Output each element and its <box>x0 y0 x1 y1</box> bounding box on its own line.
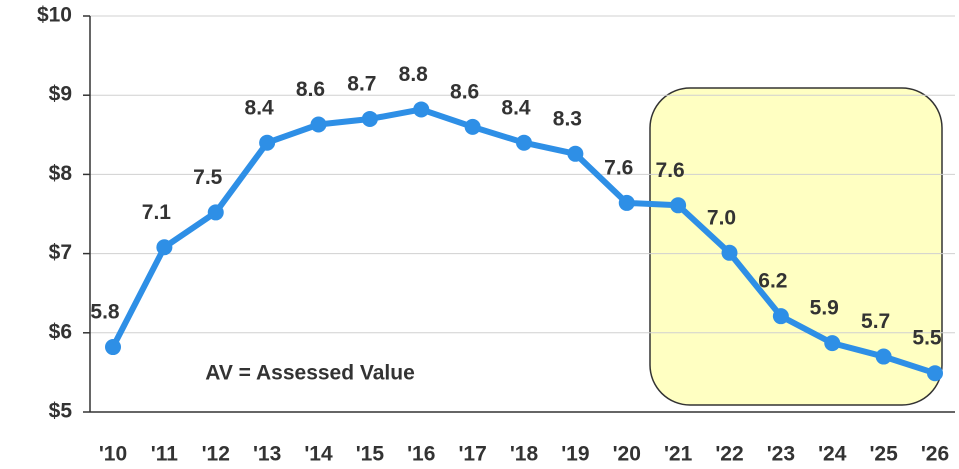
y-tick-label: $8 <box>49 162 73 185</box>
annotation: AV = Assessed Value <box>205 362 415 385</box>
point <box>105 339 121 356</box>
point <box>824 335 841 352</box>
x-tick-label: '25 <box>869 443 898 466</box>
data-label: 5.8 <box>90 301 120 324</box>
y-tick-label: $5 <box>49 400 73 423</box>
data-label: 8.8 <box>399 63 429 86</box>
data-label: 7.1 <box>142 201 172 224</box>
point <box>670 197 687 214</box>
data-label: 8.3 <box>553 107 582 130</box>
x-tick-label: '10 <box>99 443 127 466</box>
x-tick-label: '21 <box>664 443 693 466</box>
point <box>618 194 635 211</box>
x-tick-label: '19 <box>561 443 589 466</box>
y-tick-label: $9 <box>49 83 72 106</box>
point <box>207 204 224 221</box>
point <box>772 308 789 325</box>
x-tick-label: '22 <box>715 443 743 466</box>
data-label: 5.7 <box>861 310 890 333</box>
point <box>927 365 943 382</box>
point <box>875 348 892 365</box>
data-label: 5.9 <box>810 297 839 320</box>
point <box>567 145 584 162</box>
data-label: 8.7 <box>347 73 376 96</box>
point <box>464 118 481 135</box>
x-tick-label: '17 <box>458 443 486 466</box>
x-tick-label: '16 <box>407 443 435 466</box>
point <box>361 110 378 127</box>
data-label: 8.6 <box>450 80 479 103</box>
x-tick-label: '23 <box>767 443 795 466</box>
x-tick-label: '14 <box>304 443 333 466</box>
x-tick-label: '24 <box>818 443 847 466</box>
x-tick-label: '26 <box>921 443 949 466</box>
data-label: 8.4 <box>245 96 275 119</box>
y-tick-label: $7 <box>49 241 72 264</box>
point <box>156 239 173 256</box>
data-label: 7.6 <box>656 159 685 182</box>
x-tick-label: '20 <box>613 443 641 466</box>
data-label: 7.0 <box>707 206 736 229</box>
data-label: 7.6 <box>604 156 633 179</box>
point <box>259 134 276 151</box>
data-label: 8.6 <box>296 78 325 101</box>
point <box>310 116 327 133</box>
point <box>721 244 738 261</box>
x-tick-label: '11 <box>151 443 179 466</box>
highlight-box <box>649 87 943 406</box>
y-tick-label: $10 <box>37 4 72 27</box>
data-label: 6.2 <box>758 270 787 293</box>
y-tick-label: $6 <box>49 320 72 343</box>
x-tick-label: '15 <box>356 443 385 466</box>
x-tick-label: '13 <box>253 443 281 466</box>
point <box>516 134 532 151</box>
x-tick-label: '18 <box>510 443 539 466</box>
point <box>413 101 430 118</box>
x-tick-label: '12 <box>202 443 230 466</box>
data-label: 5.5 <box>912 327 942 350</box>
data-label: 7.5 <box>193 166 223 189</box>
data-label: 8.4 <box>501 96 531 119</box>
